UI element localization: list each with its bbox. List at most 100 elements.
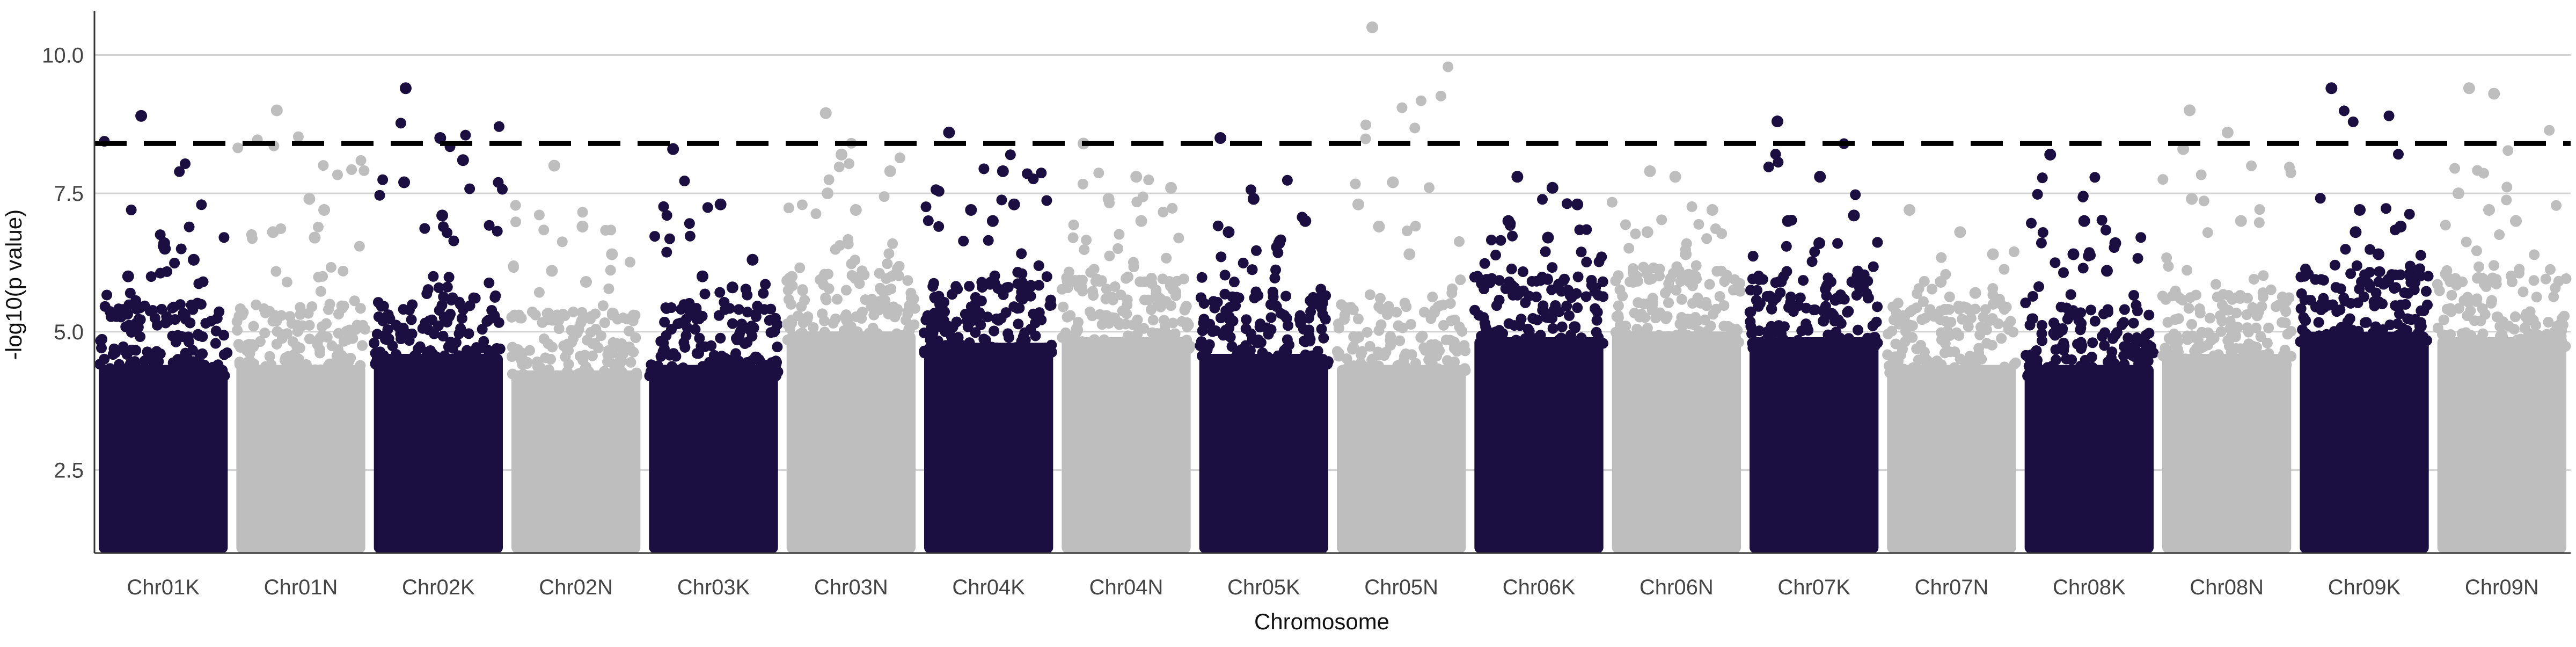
data-point [903,332,914,343]
data-point [2345,268,2357,279]
data-point [1212,220,1224,231]
peak-point [1571,198,1584,210]
data-point [2061,353,2072,365]
data-point [928,308,940,319]
data-point [1987,283,1999,294]
peak-point [726,281,738,294]
data-point [597,300,609,311]
data-point [2315,193,2326,204]
data-point [1137,191,1148,202]
data-point [1547,262,1558,273]
data-point [1224,314,1235,325]
data-point [1613,300,1624,311]
data-point [2037,172,2048,184]
peak-point [2325,82,2338,94]
data-point [1058,301,1069,312]
data-point [658,201,669,212]
data-point [1532,314,1543,325]
data-point [2449,163,2461,174]
data-point [2528,275,2540,286]
data-point [1620,219,1631,230]
data-point [128,367,140,379]
data-point [110,347,121,358]
peak-point [135,110,148,122]
data-point [1247,264,1258,275]
data-point [2172,346,2184,358]
data-point [978,163,990,175]
data-point [1357,346,1368,357]
data-point [2548,291,2559,302]
data-point [1543,312,1555,324]
data-point [2416,321,2427,332]
data-point [1360,362,1371,373]
data-point [598,366,610,377]
data-point [1486,340,1497,351]
data-point [2248,273,2259,285]
data-point [489,310,500,321]
data-point [1016,336,1027,347]
data-point [165,369,177,380]
data-point [608,359,619,370]
data-point [811,334,823,345]
data-point [1721,270,1732,281]
chromosome-group-chr04k [919,126,1057,553]
data-point [851,311,862,322]
data-point [1806,256,1818,267]
data-point [684,297,695,309]
data-point [437,330,449,341]
data-point [2193,357,2204,368]
data-point [830,313,841,324]
data-point [1945,316,1957,328]
data-point [304,319,315,331]
data-point [2249,345,2260,357]
data-point [1798,275,1809,286]
peak-point [822,187,834,200]
peak-point [1223,226,1235,238]
data-point [742,289,753,301]
data-point [919,347,930,359]
data-point [1663,283,1674,294]
peak-point [2372,248,2384,260]
data-point [796,199,808,210]
data-point [1781,266,1792,277]
data-point [1033,260,1044,271]
data-point [1315,283,1327,295]
data-point [920,201,932,213]
data-point [1680,332,1692,344]
data-point [746,321,757,332]
data-point [406,314,417,325]
data-point [1228,277,1240,288]
data-point [2036,237,2047,249]
data-point [284,361,295,373]
data-point [1717,332,1728,343]
data-point [2231,307,2242,318]
data-point [1033,280,1044,291]
data-point [1660,313,1672,324]
data-point [797,285,808,296]
data-point [1364,340,1375,352]
data-point [1902,332,1914,343]
dense-points-band [1337,365,1466,553]
data-point [1648,262,1659,273]
peak-point [884,165,896,177]
data-point [826,336,837,347]
data-point [375,346,386,358]
data-point [552,309,563,321]
data-point [585,313,596,324]
data-point [2487,272,2498,283]
data-point [537,317,548,328]
data-point [712,358,723,369]
data-point [1005,149,1016,161]
data-point [1636,309,1647,320]
data-point [2479,309,2491,320]
data-point [1925,370,1936,382]
data-point [1107,292,1118,303]
data-point [1953,330,1965,341]
data-point [2009,359,2020,370]
data-point [1647,293,1658,304]
data-point [2058,267,2069,278]
data-point [196,361,207,373]
data-point [819,326,830,338]
data-point [2099,327,2110,338]
data-point [624,325,635,337]
